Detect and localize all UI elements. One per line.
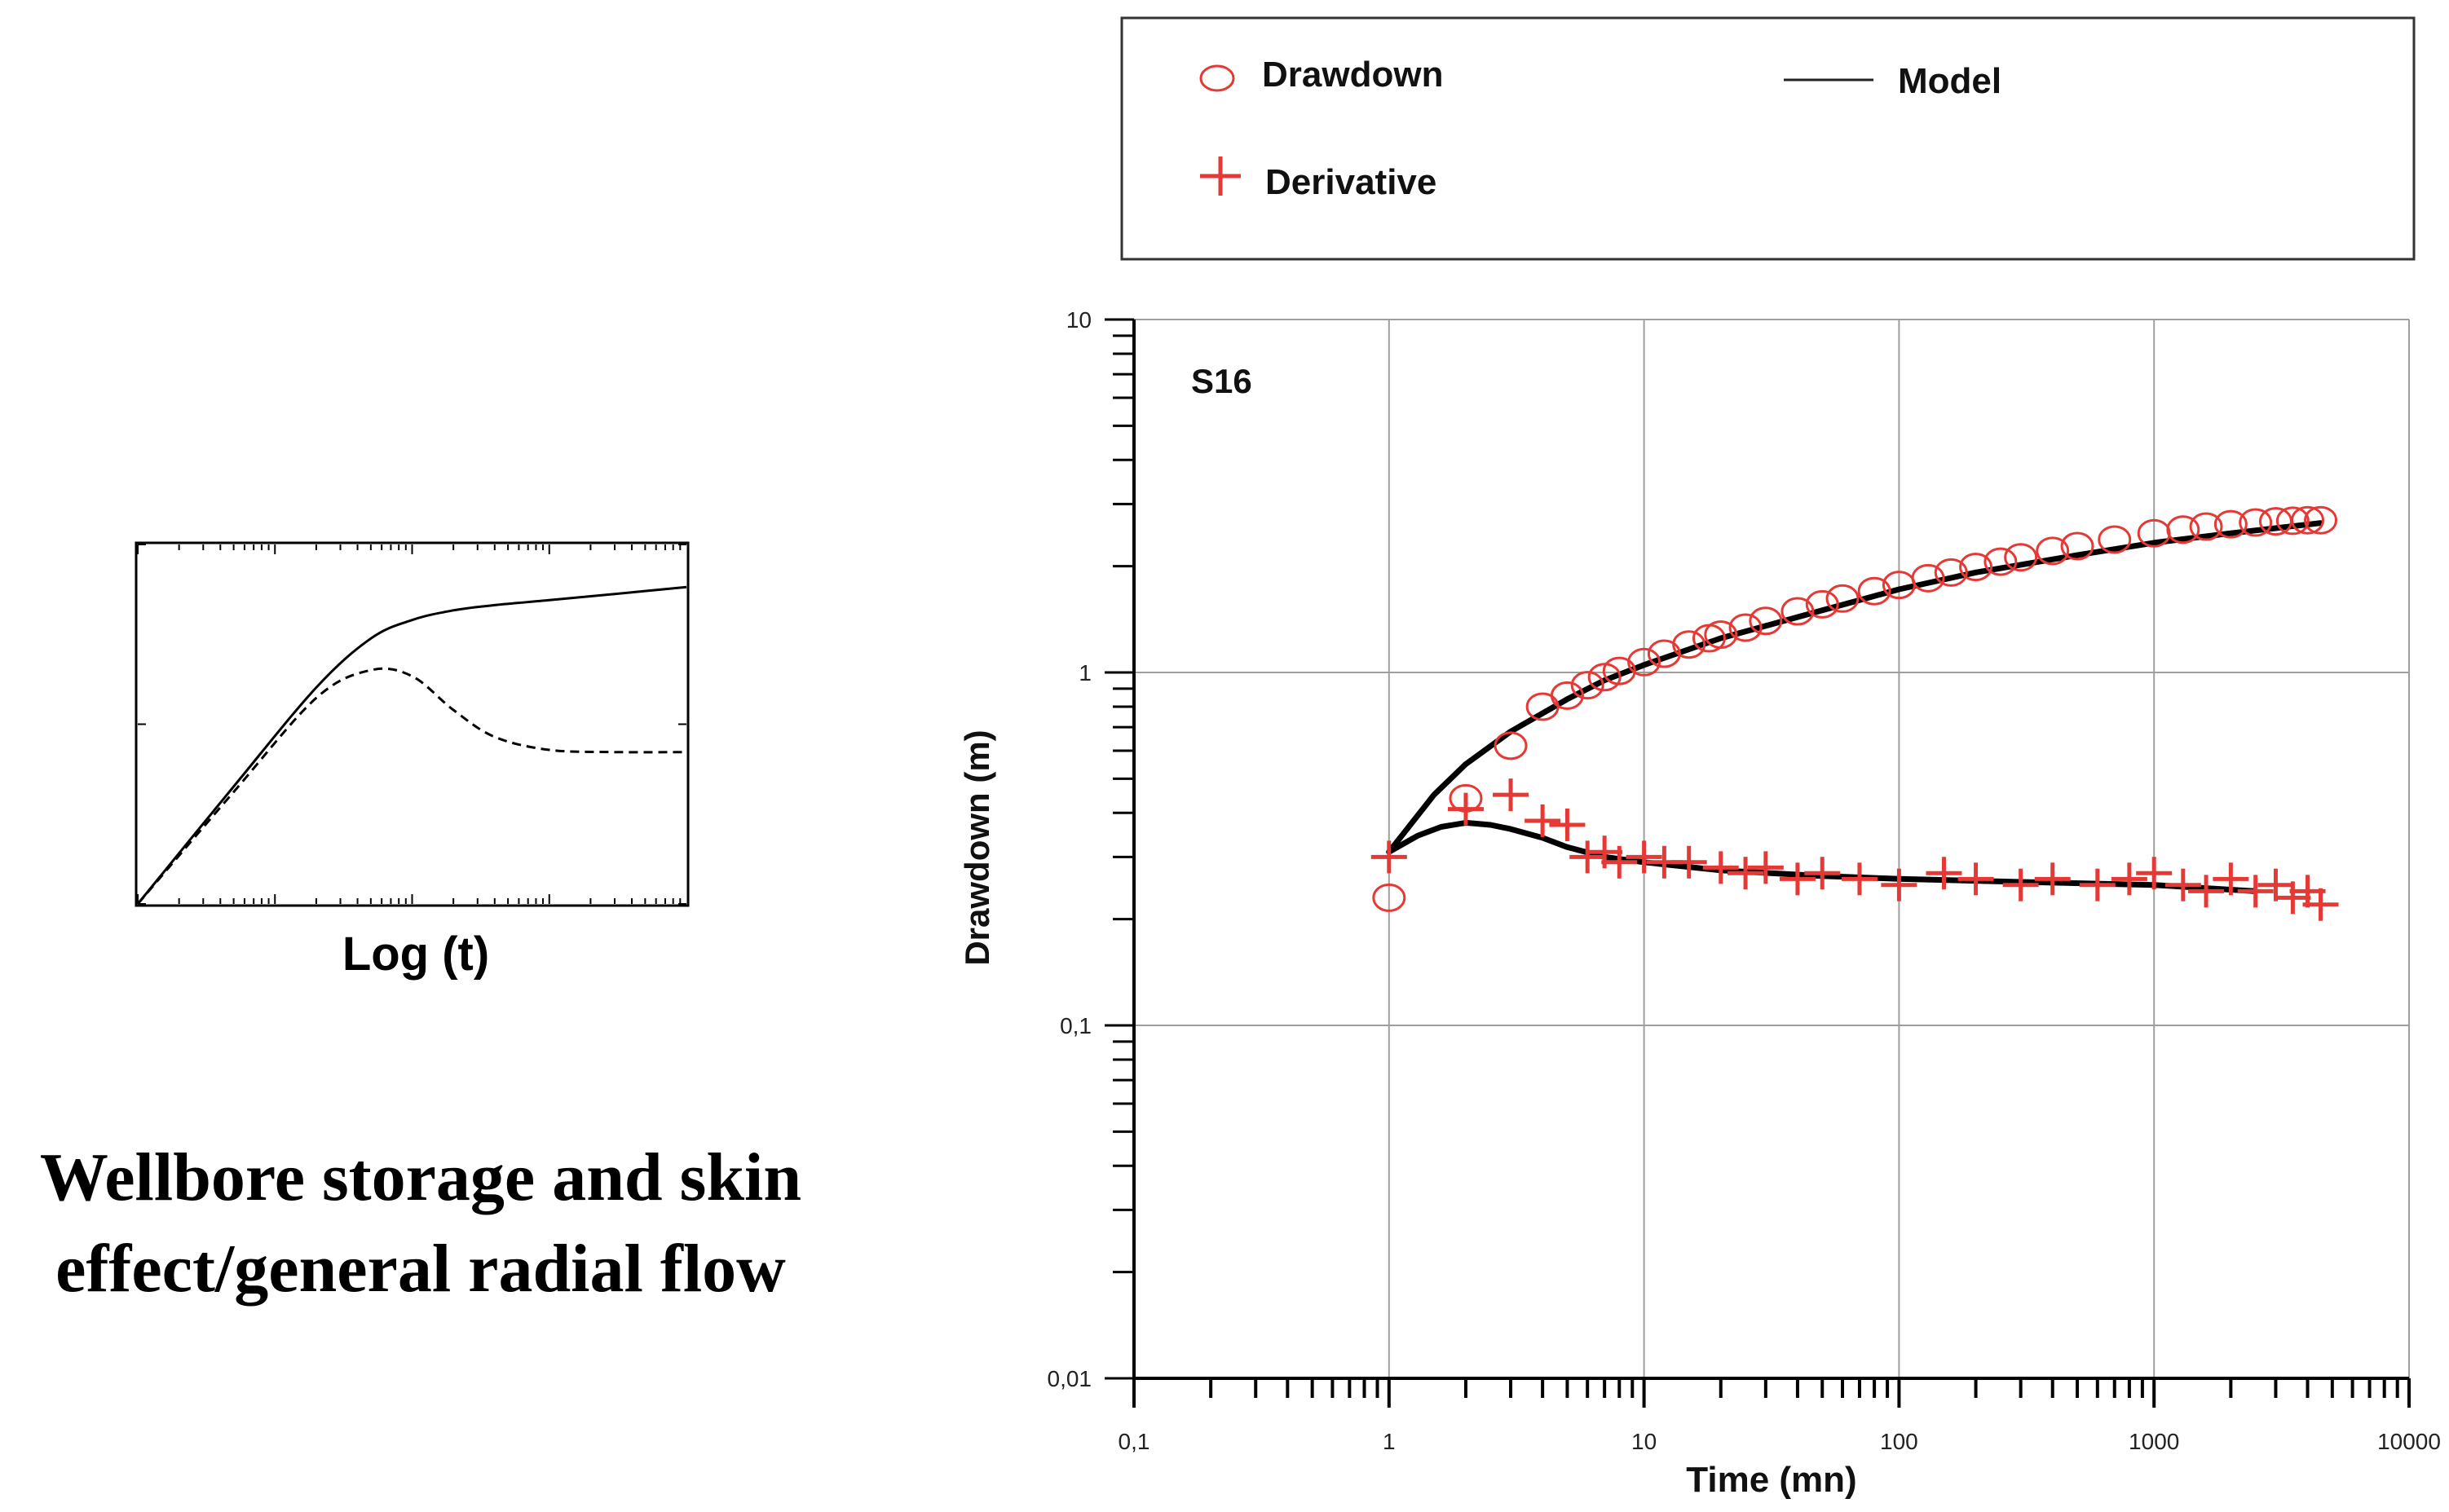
derivative-point <box>2275 881 2311 915</box>
legend-drawdown-label: Drawdown <box>1262 55 1443 95</box>
derivative-point <box>2237 875 2274 908</box>
derivative-point <box>1549 808 1586 841</box>
main-series <box>1370 505 2339 921</box>
schematic-x-label: Log (t) <box>342 928 489 981</box>
chart-title: S16 <box>1191 362 1252 400</box>
schematic-panel: Log (t) Wellbore storage and skin effect… <box>40 541 801 1307</box>
y-tick-label: 0,1 <box>1060 1013 1092 1038</box>
derivative-point <box>2213 862 2249 896</box>
schematic-curves <box>136 585 687 905</box>
drawdown-point <box>1857 576 1891 606</box>
x-tick-label: 0,1 <box>1119 1429 1150 1454</box>
derivative-point <box>1702 851 1739 884</box>
derivative-point <box>1626 840 1662 874</box>
derivative-point <box>1569 840 1606 874</box>
drawdown-point <box>2098 525 2132 554</box>
legend-model-label: Model <box>1898 61 2001 101</box>
drawdown-point <box>1570 671 1604 700</box>
drawdown-point <box>2036 536 2070 566</box>
derivative-point <box>1493 778 1529 812</box>
derivative-point <box>1670 845 1707 879</box>
drawdown-point <box>1934 558 1968 587</box>
drawdown-point <box>1672 630 1706 659</box>
derivative-point <box>1728 857 1764 890</box>
schematic-frame <box>135 541 690 907</box>
derivative-point <box>1747 851 1784 884</box>
caption-line-2: effect/general radial flow <box>55 1231 786 1307</box>
x-tick-label: 10 <box>1631 1429 1657 1454</box>
drawdown-point <box>2291 505 2325 535</box>
derivative-point <box>2136 857 2173 890</box>
drawdown-point <box>1983 547 2018 576</box>
derivative-point <box>2034 862 2071 896</box>
derivative-point <box>1926 857 1962 890</box>
x-tick-label: 1 <box>1383 1429 1396 1454</box>
derivative-point <box>1779 862 1816 896</box>
drawdown-point <box>1959 553 1993 582</box>
drawdown-point <box>1780 597 1815 626</box>
derivative-point <box>2188 875 2225 908</box>
drawdown-point <box>1825 584 1860 613</box>
x-tick-label: 1000 <box>2129 1429 2179 1454</box>
y-axis-title: Drawdown (m) <box>958 730 996 965</box>
drawdown-point <box>2239 508 2273 537</box>
drawdown-point <box>1602 656 1636 685</box>
drawdown-point <box>1704 620 1738 650</box>
derivative-point <box>2079 868 2116 901</box>
y-tick-label: 10 <box>1066 307 1092 333</box>
drawdown-point <box>2060 531 2094 561</box>
drawdown-point <box>1372 883 1406 912</box>
drawdown-point <box>1627 647 1661 677</box>
drawdown-point <box>2166 515 2200 544</box>
drawdown-point <box>1494 731 1528 760</box>
legend: Drawdown Derivative Model <box>1120 16 2416 261</box>
model-curve <box>1386 520 2323 855</box>
drawdown-point <box>2189 512 2223 541</box>
schematic-drawdown-curve <box>136 585 687 905</box>
derivative-point <box>1601 845 1638 879</box>
drawdown-point <box>1749 606 1783 636</box>
derivative-point <box>2164 868 2201 901</box>
derivative-point <box>1841 862 1878 896</box>
derivative-point <box>1881 868 1917 901</box>
derivative-point <box>1370 840 1407 874</box>
legend-derivative-marker <box>1200 156 1241 196</box>
derivative-point <box>1957 862 1994 896</box>
drawdown-point <box>2137 518 2171 548</box>
derivative-point <box>2002 868 2039 901</box>
drawdown-point <box>1587 663 1622 692</box>
main-chart: 0,1 1 10 100 1000 10000 0,01 0,1 1 10 S16 Time (m… <box>958 307 2441 1500</box>
drawdown-point <box>1550 681 1584 710</box>
schematic-ticks <box>137 544 686 905</box>
main-axes: 0,1 1 10 100 1000 10000 0,01 0,1 1 10 <box>1048 307 2441 1454</box>
drawdown-point <box>2275 506 2310 536</box>
main-grid <box>1134 319 2410 1378</box>
x-axis-title: Time (mn) <box>1686 1460 1856 1500</box>
drawdown-point <box>2304 505 2338 535</box>
y-tick-label: 0,01 <box>1048 1366 1092 1391</box>
schematic-derivative-curve <box>136 667 687 905</box>
caption-line-1: Wellbore storage and skin <box>40 1140 801 1215</box>
drawdown-point <box>1805 589 1839 619</box>
drawdown-point <box>1911 563 1945 593</box>
derivative-point <box>1525 804 1561 837</box>
derivative-point <box>1804 857 1841 890</box>
y-tick-label: 1 <box>1079 660 1092 685</box>
drawdown-point <box>2004 543 2038 572</box>
derivative-point <box>2302 888 2339 921</box>
legend-frame <box>1120 16 2416 261</box>
legend-drawdown-marker <box>1199 64 1235 92</box>
derivative-point <box>2111 862 2147 896</box>
drawdown-point <box>1728 613 1763 642</box>
legend-derivative-label: Derivative <box>1265 162 1436 202</box>
x-tick-label: 100 <box>1880 1429 1918 1454</box>
x-tick-label: 10000 <box>2377 1429 2441 1454</box>
derivative-point <box>1447 792 1484 826</box>
drawdown-point <box>2213 509 2248 539</box>
